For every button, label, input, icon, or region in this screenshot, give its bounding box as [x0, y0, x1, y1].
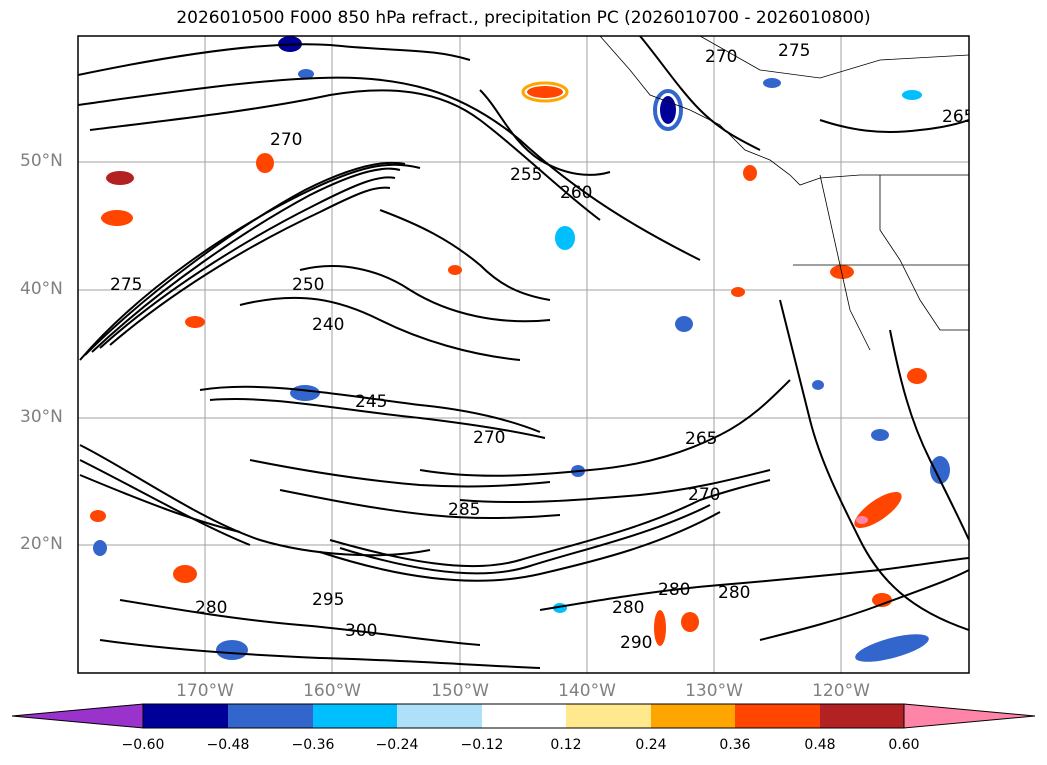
- contour-label: 265: [685, 429, 717, 449]
- contour-label: 275: [110, 275, 142, 295]
- graticule: [78, 36, 969, 673]
- colorbar-tick-label: −0.60: [121, 737, 165, 753]
- contour-label: 275: [778, 41, 810, 61]
- lat-label: 50°N: [20, 151, 63, 171]
- colorbar: [11, 703, 1036, 729]
- contour-label: 290: [620, 633, 652, 653]
- colorbar-tick-label: 0.24: [635, 737, 667, 753]
- contour-label: 270: [705, 47, 737, 67]
- contour-label: 255: [510, 165, 542, 185]
- contour-label: 295: [312, 590, 344, 610]
- lat-label: 40°N: [20, 279, 63, 299]
- colorbar-tick-label: −0.12: [460, 737, 504, 753]
- lon-label: 130°W: [685, 681, 743, 701]
- contour-label: 280: [195, 598, 227, 618]
- lon-label: 170°W: [176, 681, 234, 701]
- contour-label: 270: [473, 428, 505, 448]
- contour-label: 240: [312, 315, 344, 335]
- contour-label: 260: [560, 183, 592, 203]
- lat-label: 20°N: [20, 534, 63, 554]
- map-frame: [77, 35, 970, 674]
- contour-label: 300: [345, 621, 377, 641]
- refractivity-contours: [78, 36, 969, 669]
- lon-label: 140°W: [558, 681, 616, 701]
- contour-label: 280: [718, 583, 750, 603]
- contour-label: 280: [612, 598, 644, 618]
- contour-label: 280: [658, 580, 690, 600]
- contour-label: 250: [292, 275, 324, 295]
- colorbar-tick-label: 0.60: [888, 737, 920, 753]
- contour-label: 265: [942, 107, 974, 127]
- colorbar-tick-label: 0.36: [719, 737, 751, 753]
- lon-label: 150°W: [431, 681, 489, 701]
- colorbar-tick-label: −0.48: [206, 737, 250, 753]
- colorbar-tick-label: 0.12: [550, 737, 582, 753]
- contour-label: 245: [355, 392, 387, 412]
- lon-label: 120°W: [812, 681, 870, 701]
- contour-label: 270: [270, 130, 302, 150]
- colorbar-tick-label: 0.48: [804, 737, 836, 753]
- coastline: [599, 36, 969, 351]
- colorbar-tick-label: −0.36: [291, 737, 335, 753]
- map-title: 2026010500 F000 850 hPa refract., precip…: [176, 8, 871, 28]
- contour-labels: 270 275 260 265 255 250 240 245 280 285 …: [110, 41, 974, 653]
- lat-label: 30°N: [20, 407, 63, 427]
- contour-label: 285: [448, 500, 480, 520]
- precipitation-shading: [90, 36, 950, 662]
- colorbar-tick-label: −0.24: [375, 737, 419, 753]
- contour-label: 270: [688, 485, 720, 505]
- lon-label: 160°W: [303, 681, 361, 701]
